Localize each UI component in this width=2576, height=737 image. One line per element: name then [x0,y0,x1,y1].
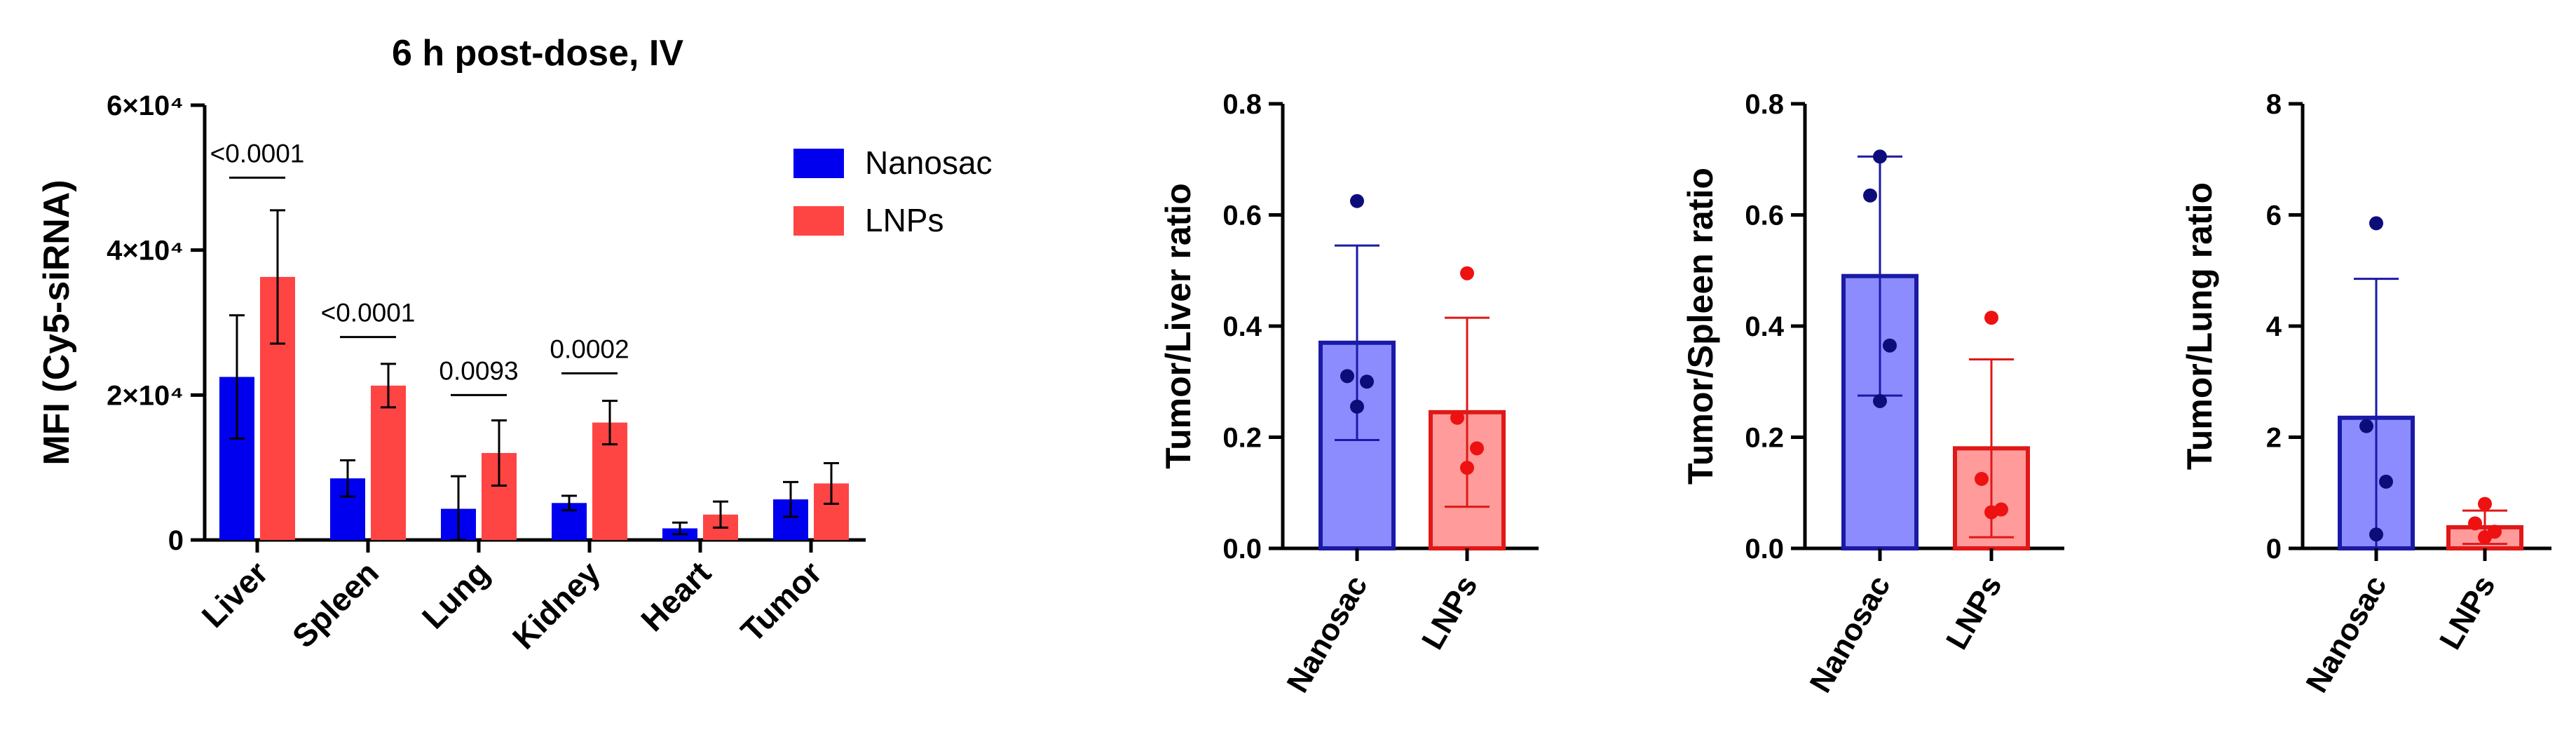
data-point-lnps [1975,471,1989,486]
y-axis-label: MFI (Cy5-siRNA) [36,180,77,465]
y-tick-label: 8 [2266,89,2282,120]
x-tick-label-spleen: Spleen [285,554,386,654]
data-point-lnps [1984,505,1998,520]
y-tick-label: 0.6 [1745,201,1784,231]
y-tick-label: 0.4 [1745,311,1784,342]
y-tick-label: 2 [2266,423,2282,454]
x-tick-label-liver: Liver [195,554,275,635]
chart-title: 6 h post-dose, IV [392,33,683,74]
data-point-nanosac [2359,419,2373,433]
data-point-lnps [1984,311,1998,325]
y-axis-label: Tumor/Liver ratio [1159,183,1198,468]
x-tick-label-lnps: LNPs [1415,570,1485,656]
x-tick-label-heart: Heart [634,554,718,638]
x-tick-label-nanosac: Nanosac [1281,570,1375,698]
y-axis-label: Tumor/Spleen ratio [1681,168,1720,485]
legend-label-lnps: LNPs [865,202,943,238]
bar-lnps-spleen [371,385,406,540]
organ-mfi-chart: 6 h post-dose, IV MFI (Cy5-siRNA) 0 2×10⁴ 4×… [36,33,993,656]
tumor-lung-ratio-chart: Tumor/Lung ratio 0 2 4 6 8 Nanosac LNPs [2180,89,2551,698]
p-value-label: 0.0093 [439,356,518,385]
y-tick-label: 0 [2266,534,2282,564]
legend-swatch-lnps [793,206,844,236]
y-tick-label: 2×10⁴ [107,380,184,411]
x-tick-label-kidney: Kidney [505,554,608,656]
y-tick-label: 6×10⁴ [107,90,184,121]
data-point-nanosac [1873,393,1887,408]
data-point-nanosac [1350,194,1364,208]
y-tick-label: 4 [2266,311,2282,342]
data-point-nanosac [2369,216,2383,231]
data-point-nanosac [2379,474,2393,489]
data-point-lnps [1450,410,1464,425]
y-tick-label: 0.6 [1222,201,1262,231]
y-tick-label: 0.0 [1222,534,1262,564]
data-point-nanosac [1350,399,1364,414]
y-tick-label: 0.8 [1745,89,1784,120]
tumor-liver-ratio-chart: Tumor/Liver ratio 0.0 0.2 0.4 0.6 0.8 Nanosac L… [1159,89,1539,698]
data-point-lnps [1460,266,1474,280]
p-value-label: 0.0002 [550,334,629,363]
data-point-nanosac [1340,369,1354,384]
y-tick-label: 0.4 [1222,311,1262,342]
data-point-nanosac [1863,188,1877,203]
p-value-label: <0.0001 [321,299,416,327]
x-tick-label-lung: Lung [415,554,496,635]
x-tick-label-tumor: Tumor [734,554,829,649]
y-tick-label: 6 [2266,201,2282,231]
y-tick-label: 0.0 [1745,534,1784,564]
data-point-nanosac [1360,374,1374,389]
x-tick-label-lnps: LNPs [1940,570,2009,656]
legend-swatch-nanosac [793,149,844,178]
y-tick-label: 0 [168,525,184,556]
y-tick-label: 0.8 [1222,89,1262,120]
data-point-lnps [2478,530,2492,545]
tumor-spleen-ratio-chart: Tumor/Spleen ratio 0.0 0.2 0.4 0.6 0.8 Nanosac… [1681,89,2064,698]
x-tick-label-lnps: LNPs [2433,570,2502,656]
legend-label-nanosac: Nanosac [865,144,993,181]
y-tick-label: 0.2 [1745,423,1784,454]
p-value-label: <0.0001 [210,139,305,168]
x-tick-label-nanosac: Nanosac [1804,570,1897,698]
data-point-nanosac [2369,527,2383,542]
y-tick-label: 4×10⁴ [107,236,184,266]
x-tick-label-nanosac: Nanosac [2300,570,2394,698]
data-point-lnps [2468,516,2482,531]
data-point-lnps [1470,441,1484,456]
y-axis-label: Tumor/Lung ratio [2180,182,2219,470]
data-point-lnps [1460,461,1474,475]
y-tick-label: 0.2 [1222,423,1262,454]
data-point-lnps [2478,496,2492,511]
data-point-nanosac [1873,149,1887,164]
data-point-nanosac [1883,338,1897,353]
